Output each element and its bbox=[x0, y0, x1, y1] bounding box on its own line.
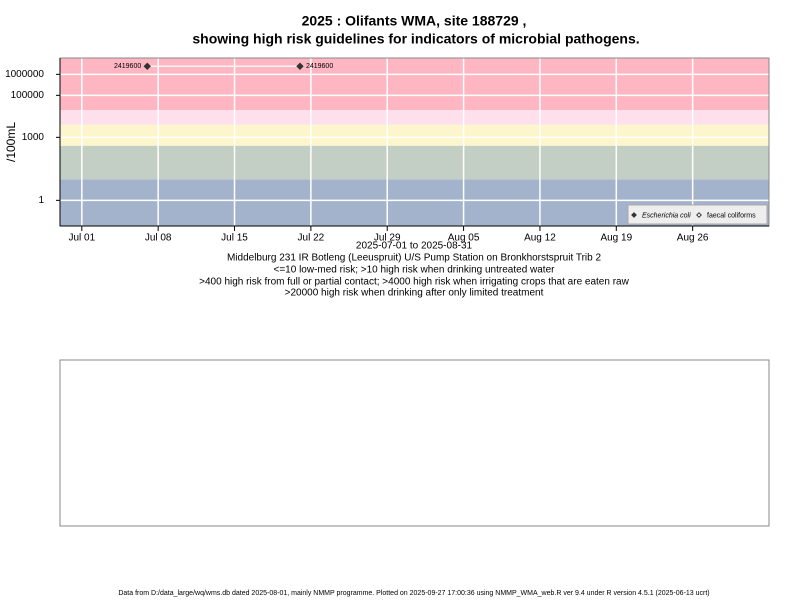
x-tick-label: Jul 01 bbox=[68, 233, 95, 244]
chart-title: showing high risk guidelines for indicat… bbox=[192, 31, 639, 47]
empty-panel bbox=[59, 359, 770, 527]
legend-marker bbox=[696, 212, 702, 218]
caption: >20000 high risk when drinking after onl… bbox=[285, 288, 544, 299]
x-tick-label: Jul 15 bbox=[221, 233, 248, 244]
x-axis-label: 2025-07-01 to 2025-08-31 bbox=[356, 241, 473, 252]
risk-band bbox=[60, 145, 769, 180]
data-point bbox=[143, 62, 151, 70]
legend-marker bbox=[631, 212, 637, 218]
x-tick-label: Jul 22 bbox=[298, 233, 325, 244]
footer: Data from D:/data_large/wq/wms.db dated … bbox=[118, 590, 709, 597]
x-tick-label: Aug 19 bbox=[600, 233, 632, 244]
caption: Middelburg 231 IR Botleng (Leeuspruit) U… bbox=[227, 253, 602, 264]
risk-band bbox=[60, 110, 769, 125]
legend-label: faecal coliforms bbox=[707, 212, 756, 219]
x-tick-label: Jul 08 bbox=[145, 233, 172, 244]
data-label: 2419600 bbox=[114, 63, 141, 70]
y-axis-label: /100mL bbox=[4, 122, 18, 162]
caption: >400 high risk from full or partial cont… bbox=[199, 277, 629, 288]
legend: Escherichia coli faecal coliforms bbox=[627, 204, 768, 225]
risk-band bbox=[60, 124, 769, 146]
x-tick-label: Aug 26 bbox=[677, 233, 709, 244]
caption: <=10 low-med risk; >10 high risk when dr… bbox=[274, 265, 556, 276]
data-point bbox=[296, 62, 304, 70]
legend-label: Escherichia coli bbox=[642, 212, 691, 219]
y-tick-label: 1000 bbox=[22, 132, 45, 143]
chart-title: 2025 : Olifants WMA, site 188729 , bbox=[302, 13, 527, 29]
x-tick-label: Jul 29 bbox=[374, 233, 401, 244]
x-tick-label: Aug 12 bbox=[524, 233, 556, 244]
y-tick-label: 100000 bbox=[11, 90, 45, 101]
data-label: 2419600 bbox=[306, 63, 333, 70]
x-tick-label: Aug 05 bbox=[448, 233, 480, 244]
y-tick-label: 1000000 bbox=[5, 69, 44, 80]
y-tick-label: 1 bbox=[38, 195, 44, 206]
